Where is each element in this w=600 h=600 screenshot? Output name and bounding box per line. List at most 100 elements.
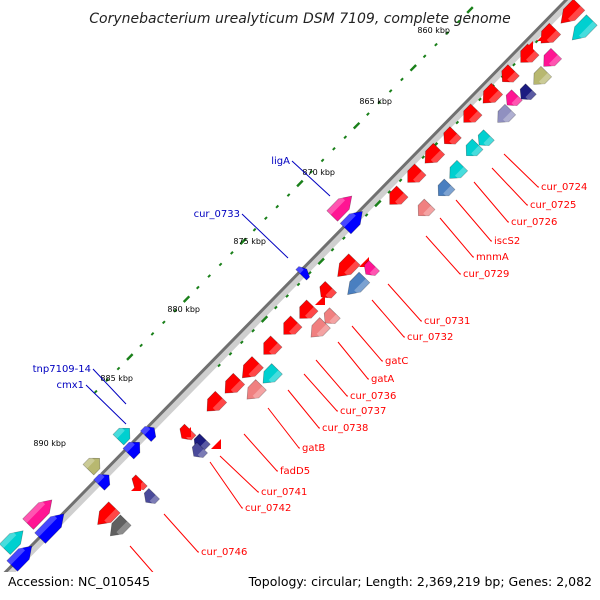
- gene-red: [299, 299, 319, 320]
- gene-left: [326, 195, 353, 222]
- tick-mark: [309, 170, 314, 174]
- tick-mark: [343, 135, 348, 140]
- tick-mark: [93, 389, 98, 394]
- gene-left: [295, 265, 310, 281]
- tick-mark: [308, 271, 312, 275]
- kbp-label: 880 kbp: [167, 305, 200, 314]
- tick-mark: [217, 363, 221, 368]
- gene-label: cur_0746: [201, 547, 247, 558]
- gene-red: [263, 335, 283, 356]
- tick-mark: [161, 320, 166, 325]
- gene-left: [339, 211, 363, 235]
- gene-red: [560, 0, 586, 24]
- tick-mark: [296, 179, 304, 188]
- gene-inner: [543, 47, 563, 68]
- label-leader: [163, 513, 199, 553]
- label-leader: [473, 181, 509, 223]
- tick-mark: [239, 340, 244, 345]
- genome-backbone: [0, 0, 569, 580]
- tick-mark: [260, 315, 269, 323]
- tick-mark: [320, 158, 325, 163]
- gene-red: [389, 185, 409, 206]
- gene-label: mnmA: [476, 252, 509, 263]
- tick-mark: [252, 227, 257, 232]
- gene-red: [463, 103, 483, 124]
- label-leader: [287, 389, 320, 429]
- gene-label: cur_0737: [340, 406, 386, 417]
- tick-mark: [388, 89, 393, 93]
- kbp-label: 870 kbp: [302, 168, 335, 177]
- gene-inner: [191, 442, 208, 459]
- kbp-label: 885 kbp: [100, 374, 133, 383]
- gene-label: gatC: [385, 356, 408, 367]
- tick-mark: [330, 247, 335, 252]
- label-leader: [351, 325, 383, 362]
- gene-label: cur_0731: [424, 316, 470, 327]
- kbp-label: 860 kbp: [417, 26, 450, 35]
- gene-red: [241, 356, 264, 379]
- tick-mark: [218, 262, 223, 267]
- map-title: Corynebacterium urealyticum DSM 7109, co…: [89, 11, 511, 27]
- tick-mark: [398, 178, 403, 183]
- gene-small: [537, 31, 547, 41]
- gene-left: [0, 530, 24, 555]
- gene-small: [523, 41, 533, 51]
- gene-red: [97, 501, 121, 525]
- gene-label: tnp7109-14: [33, 364, 91, 375]
- tick-mark: [512, 62, 516, 67]
- gene-left: [34, 513, 65, 544]
- gene-label: cur_0741: [261, 487, 307, 498]
- footer-bar: [0, 572, 600, 600]
- gene-inner: [310, 317, 331, 338]
- gene-inner: [477, 129, 495, 148]
- tick-mark: [207, 274, 212, 278]
- kbp-label: 875 kbp: [233, 237, 266, 246]
- gene-red: [319, 280, 338, 300]
- gene-left: [6, 545, 33, 572]
- label-leader: [491, 167, 528, 206]
- gene-red: [206, 390, 228, 413]
- gene-inner: [109, 514, 132, 537]
- gene-inner: [571, 14, 598, 41]
- tick-mark: [275, 204, 280, 209]
- gene-inner: [505, 89, 523, 108]
- gene-label: iscS2: [494, 236, 520, 247]
- gene-label: cur_0725: [530, 200, 576, 211]
- label-leader: [315, 359, 348, 397]
- gene-inner: [323, 307, 341, 326]
- gene-small: [315, 295, 325, 305]
- tick-mark: [387, 190, 392, 194]
- gene-label: fadD5: [280, 466, 310, 477]
- gene-label: cur_0726: [511, 217, 557, 228]
- gene-red: [407, 163, 427, 184]
- tick-mark: [352, 121, 361, 130]
- label-leader: [291, 160, 331, 197]
- tick-mark: [374, 199, 382, 208]
- tick-mark: [264, 216, 268, 221]
- gene-left: [122, 440, 141, 460]
- gene-red: [501, 64, 520, 84]
- gene-inner: [262, 363, 283, 384]
- label-leader: [219, 455, 259, 493]
- gene-small: [131, 481, 141, 491]
- tick-mark: [317, 257, 325, 266]
- gene-label: cur_0732: [407, 332, 453, 343]
- tick-mark: [126, 353, 134, 361]
- gene-left: [93, 472, 111, 491]
- tick-mark: [296, 282, 301, 287]
- label-leader: [209, 461, 243, 509]
- tick-mark: [286, 193, 291, 197]
- gene-label: ligA: [271, 156, 290, 167]
- gene-inner: [519, 83, 537, 102]
- gene-red: [424, 142, 446, 165]
- label-leader: [92, 368, 127, 405]
- tick-mark: [239, 237, 247, 246]
- accession-text: Accession: NC_010545: [8, 574, 150, 589]
- kbp-label: 865 kbp: [359, 97, 392, 106]
- gene-label: gatA: [371, 374, 394, 385]
- topology-text: Topology: circular; Length: 2,369,219 bp…: [248, 574, 592, 589]
- tick-mark: [105, 378, 109, 382]
- gene-label: cmx1: [56, 380, 84, 391]
- gene-red: [482, 82, 504, 105]
